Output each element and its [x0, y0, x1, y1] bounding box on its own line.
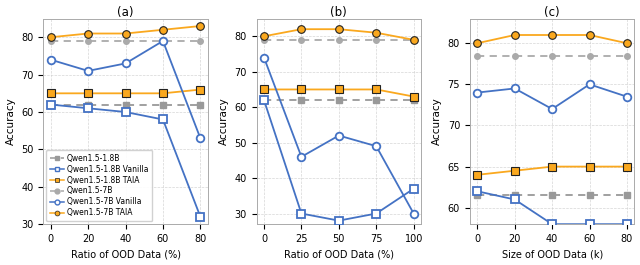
X-axis label: Size of OOD Data (k): Size of OOD Data (k)	[502, 249, 603, 259]
Title: (b): (b)	[330, 6, 348, 19]
X-axis label: Ratio of OOD Data (%): Ratio of OOD Data (%)	[70, 249, 180, 259]
Y-axis label: Accuracy: Accuracy	[432, 98, 442, 145]
Title: (c): (c)	[544, 6, 560, 19]
Title: (a): (a)	[117, 6, 134, 19]
Y-axis label: Accuracy: Accuracy	[6, 98, 15, 145]
Legend: Qwen1.5-1.8B, Qwen1.5-1.8B Vanilla, Qwen1.5-1.8B TAIA, Qwen1.5-7B, Qwen1.5-7B Va: Qwen1.5-1.8B, Qwen1.5-1.8B Vanilla, Qwen…	[46, 150, 152, 221]
X-axis label: Ratio of OOD Data (%): Ratio of OOD Data (%)	[284, 249, 394, 259]
Y-axis label: Accuracy: Accuracy	[219, 98, 229, 145]
